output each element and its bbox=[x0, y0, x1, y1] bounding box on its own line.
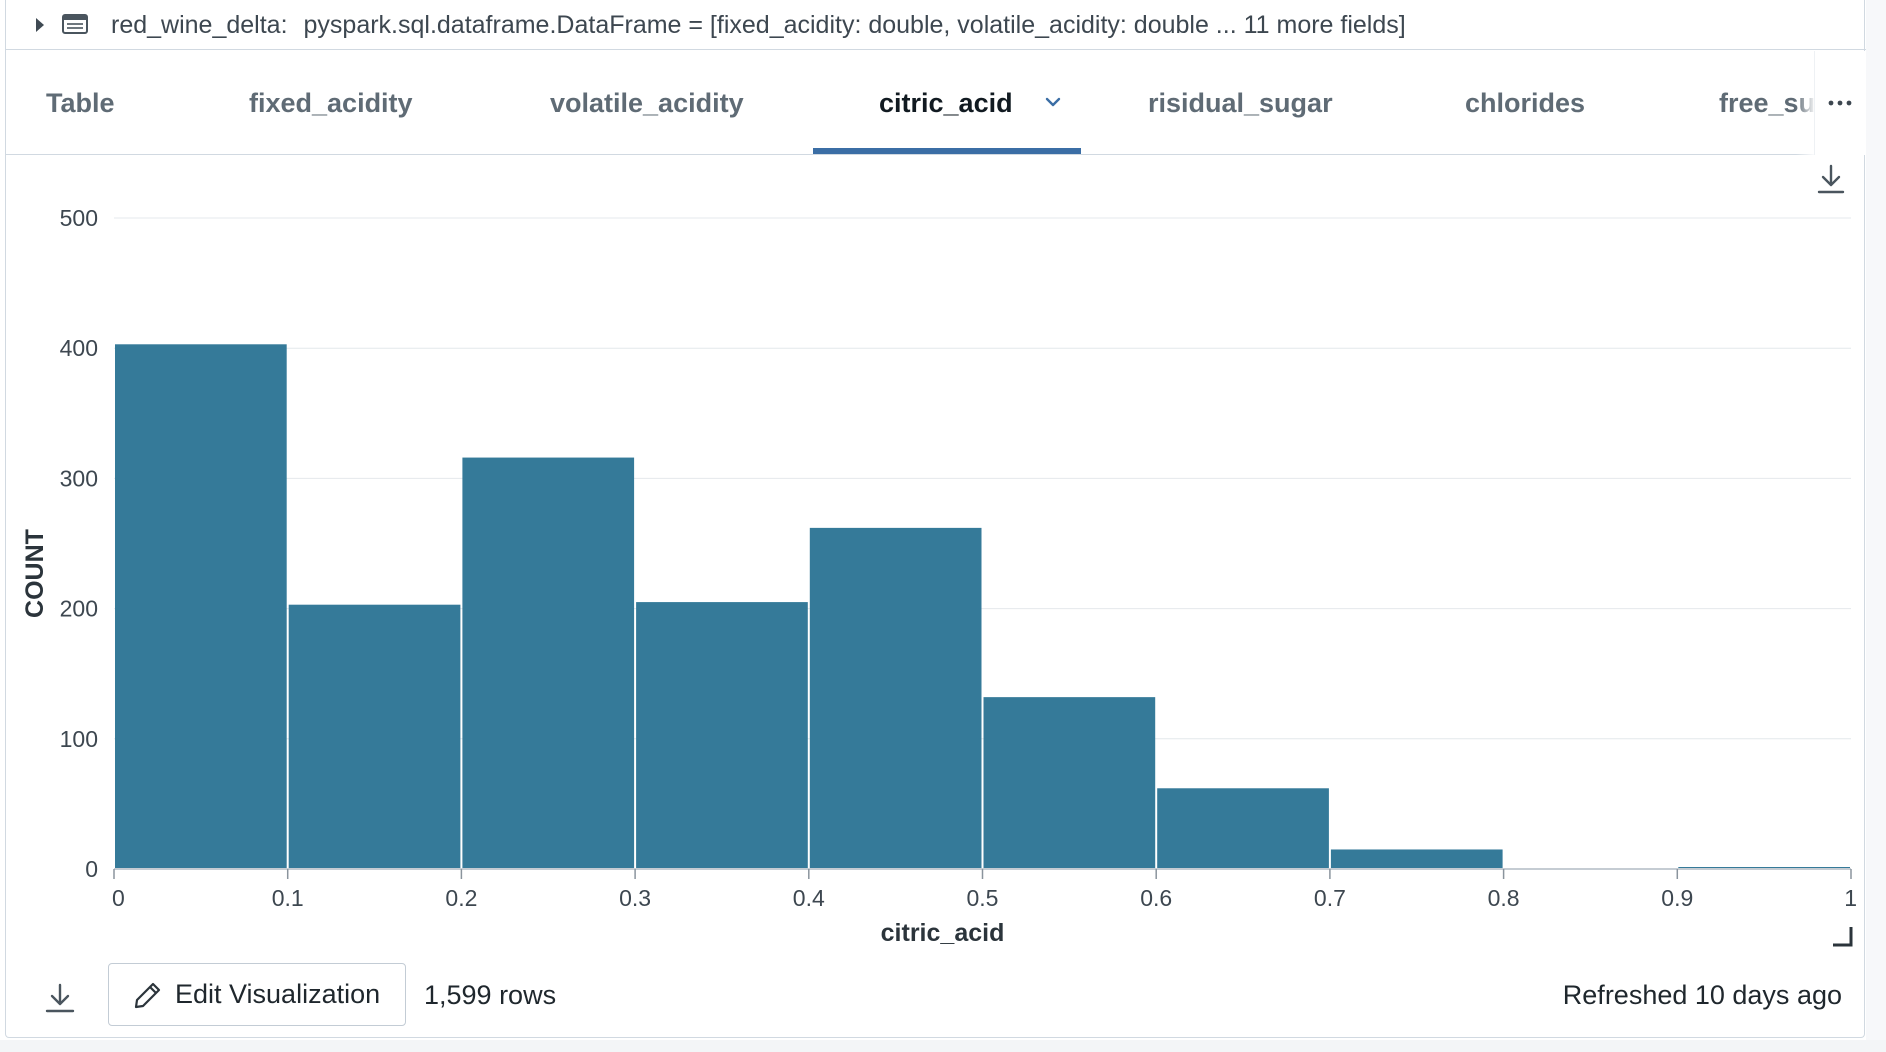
download-icon[interactable] bbox=[1816, 163, 1846, 195]
y-tick-label: 500 bbox=[60, 205, 98, 231]
right-gutter bbox=[1866, 0, 1886, 1052]
y-tick-label: 200 bbox=[60, 596, 98, 622]
tabs-overflow-fade bbox=[1796, 51, 1816, 155]
x-tick-label: 0.9 bbox=[1661, 885, 1693, 911]
histogram-bars bbox=[115, 344, 1850, 869]
x-tick-label: 0.5 bbox=[967, 885, 999, 911]
x-tick-label: 0.2 bbox=[445, 885, 477, 911]
x-tick-label: 0.8 bbox=[1488, 885, 1520, 911]
visualization-tabs: Table fixed_acidity volatile_acidity cit… bbox=[6, 51, 1866, 155]
more-horizontal-icon[interactable] bbox=[1826, 89, 1854, 117]
tab-table[interactable]: Table bbox=[46, 87, 115, 118]
histogram-chart: 0 100 200 300 400 500 0 0.1 0.2 0.3 0.4 0.5 0.6 0.7 0.… bbox=[21, 205, 1857, 947]
x-axis-title: citric_acid bbox=[881, 919, 1005, 947]
histogram-bar[interactable] bbox=[1157, 788, 1329, 869]
x-tick-label: 0.1 bbox=[272, 885, 304, 911]
schema-summary: red_wine_delta: pyspark.sql.dataframe.Dat… bbox=[6, 0, 1866, 50]
row-count: 1,599 rows bbox=[424, 980, 557, 1010]
caret-right-icon[interactable] bbox=[36, 18, 44, 32]
axes: 0 100 200 300 400 500 0 0.1 0.2 0.3 0.4 0.5 0.6 0.7 0.… bbox=[60, 205, 1857, 911]
x-tick-label: 0 bbox=[112, 885, 125, 911]
tab-volatile-acidity[interactable]: volatile_acidity bbox=[550, 87, 744, 118]
y-tick-label: 400 bbox=[60, 335, 98, 361]
y-axis-title: COUNT bbox=[21, 529, 49, 618]
histogram-bar[interactable] bbox=[115, 344, 287, 869]
download-icon[interactable] bbox=[44, 982, 76, 1014]
edit-visualization-label: Edit Visualization bbox=[175, 979, 381, 1009]
tab-risidual-sugar[interactable]: risidual_sugar bbox=[1148, 87, 1333, 118]
histogram-bar[interactable] bbox=[462, 457, 635, 869]
chevron-down-icon[interactable] bbox=[1044, 93, 1062, 111]
dataframe-name: red_wine_delta: bbox=[111, 11, 288, 39]
tab-citric-acid[interactable]: citric_acid bbox=[879, 87, 1013, 118]
x-tick-label: 0.3 bbox=[619, 885, 651, 911]
histogram-bar[interactable] bbox=[1330, 849, 1503, 869]
resize-corner-icon[interactable] bbox=[1831, 925, 1853, 947]
schema-text: red_wine_delta: pyspark.sql.dataframe.Dat… bbox=[111, 11, 1406, 40]
notebook-cell-output: red_wine_delta: pyspark.sql.dataframe.Dat… bbox=[5, 0, 1866, 1038]
tab-chlorides[interactable]: chlorides bbox=[1465, 87, 1586, 118]
refreshed-status: Refreshed 10 days ago bbox=[1562, 980, 1842, 1010]
active-tab-indicator bbox=[813, 148, 1081, 154]
histogram-bar[interactable] bbox=[809, 527, 982, 869]
y-tick-label: 0 bbox=[85, 856, 98, 882]
pencil-icon bbox=[134, 982, 161, 1008]
histogram-bar[interactable] bbox=[983, 697, 1156, 869]
y-tick-label: 100 bbox=[60, 726, 98, 752]
x-tick-label: 0.6 bbox=[1140, 885, 1172, 911]
edit-visualization-button[interactable]: Edit Visualization bbox=[108, 963, 406, 1026]
y-tick-label: 300 bbox=[60, 465, 98, 491]
x-tick-label: 0.4 bbox=[793, 885, 825, 911]
histogram-bar[interactable] bbox=[636, 602, 808, 869]
table-icon bbox=[62, 14, 88, 34]
cell-gap bbox=[0, 1040, 1886, 1052]
tab-fixed-acidity[interactable]: fixed_acidity bbox=[249, 87, 413, 118]
dataframe-type: pyspark.sql.dataframe.DataFrame = [fixed… bbox=[303, 11, 1406, 39]
x-tick-label: 1 bbox=[1844, 885, 1857, 911]
x-tick-label: 0.7 bbox=[1314, 885, 1346, 911]
histogram-bar[interactable] bbox=[288, 604, 461, 869]
